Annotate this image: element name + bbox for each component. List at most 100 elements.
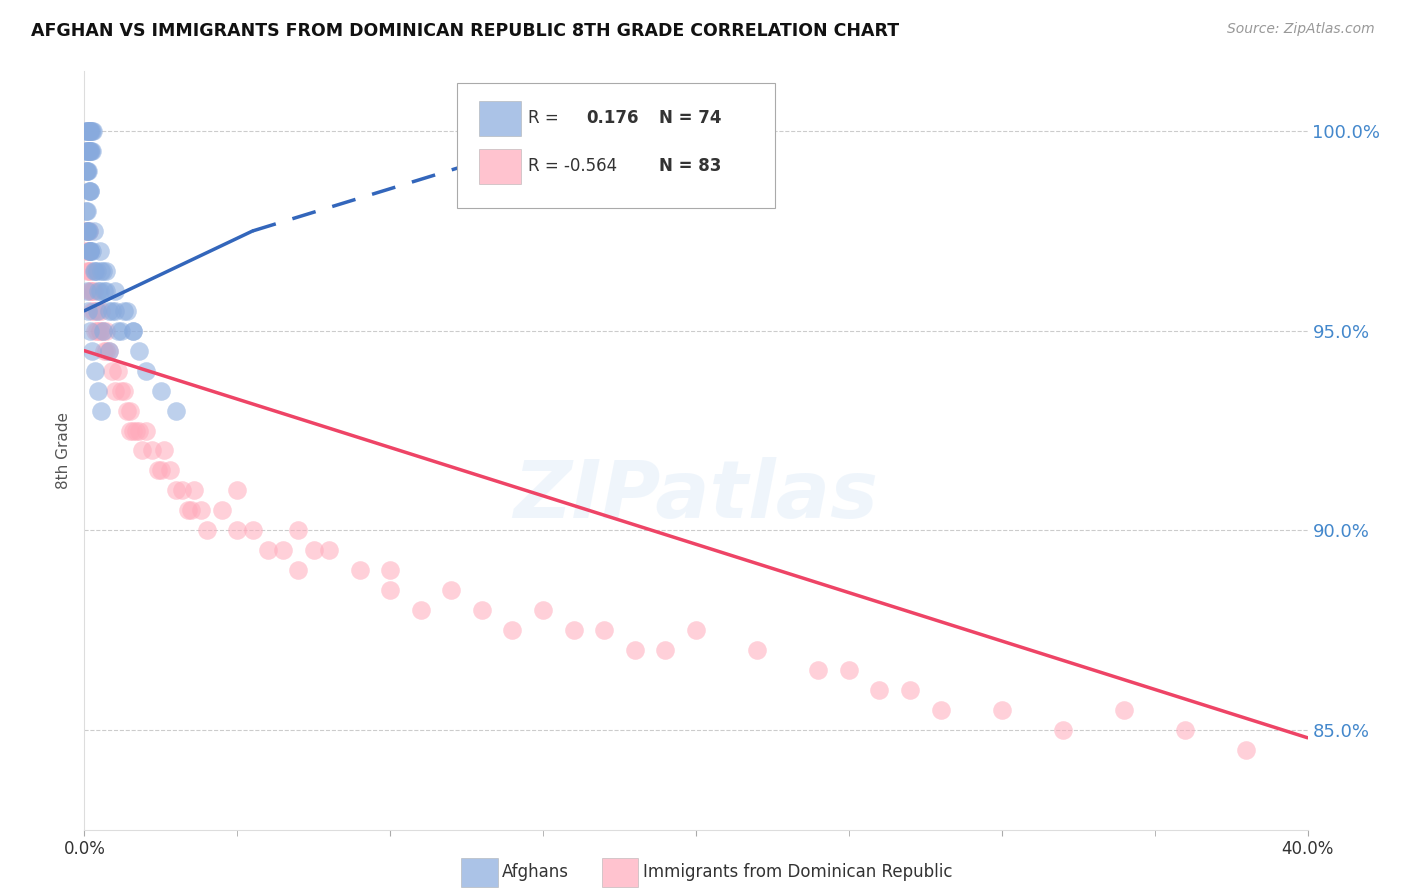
Point: [76, 124, 98, 138]
Point: [77, 144, 100, 158]
Point: [177, 503, 200, 517]
Text: N = 83: N = 83: [659, 157, 721, 175]
Point: [80, 343, 103, 358]
Point: [90, 264, 112, 278]
Point: [79, 144, 101, 158]
Point: [76, 164, 98, 178]
Point: [77, 124, 100, 138]
Point: [89, 324, 111, 338]
Point: [287, 523, 309, 537]
Point: [77, 184, 100, 198]
Point: [80, 144, 103, 158]
Point: [101, 364, 124, 378]
Point: [122, 324, 145, 338]
Point: [380, 563, 402, 577]
Point: [79, 124, 101, 138]
Text: R = -0.564: R = -0.564: [529, 157, 617, 175]
Point: [110, 384, 132, 398]
Point: [271, 543, 294, 558]
Point: [146, 463, 169, 477]
Point: [79, 124, 101, 138]
Point: [90, 403, 112, 417]
Point: [79, 244, 101, 258]
Point: [94, 324, 117, 338]
Point: [79, 264, 101, 278]
Point: [110, 324, 132, 338]
Point: [77, 144, 100, 158]
Point: [869, 682, 891, 697]
Point: [75, 124, 97, 138]
Point: [1236, 743, 1258, 757]
Point: [409, 603, 432, 617]
Point: [79, 244, 101, 258]
Text: AFGHAN VS IMMIGRANTS FROM DOMINICAN REPUBLIC 8TH GRADE CORRELATION CHART: AFGHAN VS IMMIGRANTS FROM DOMINICAN REPU…: [31, 22, 898, 40]
Point: [226, 523, 249, 537]
Point: [83, 224, 105, 238]
Point: [211, 503, 233, 517]
Point: [128, 424, 150, 438]
Text: Afghans: Afghans: [502, 863, 569, 881]
Point: [302, 543, 325, 558]
Point: [531, 603, 554, 617]
Point: [76, 224, 98, 238]
Point: [79, 284, 101, 298]
Point: [226, 483, 249, 498]
Point: [502, 623, 524, 637]
Point: [115, 303, 138, 318]
Text: 0.176: 0.176: [586, 109, 638, 127]
Point: [79, 244, 101, 258]
Point: [76, 144, 98, 158]
Point: [79, 324, 101, 338]
Point: [747, 643, 769, 657]
Point: [93, 284, 115, 298]
Point: [80, 303, 103, 318]
Point: [898, 682, 921, 697]
Text: Source: ZipAtlas.com: Source: ZipAtlas.com: [1227, 22, 1375, 37]
Point: [80, 144, 103, 158]
Point: [122, 424, 145, 438]
Point: [89, 244, 111, 258]
Point: [84, 364, 107, 378]
Point: [79, 284, 101, 298]
Point: [149, 463, 172, 477]
Point: [75, 144, 97, 158]
Point: [97, 343, 120, 358]
Point: [93, 343, 115, 358]
Point: [165, 483, 187, 498]
Point: [125, 424, 148, 438]
Point: [89, 324, 111, 338]
Point: [195, 523, 218, 537]
Point: [76, 284, 98, 298]
Point: [287, 563, 309, 577]
Point: [87, 303, 110, 318]
Point: [83, 264, 105, 278]
Point: [75, 164, 97, 178]
Point: [153, 443, 176, 458]
Point: [84, 324, 107, 338]
Point: [84, 264, 107, 278]
Point: [593, 623, 616, 637]
Point: [107, 364, 129, 378]
Point: [120, 403, 142, 417]
Point: [80, 244, 103, 258]
Point: [86, 303, 108, 318]
Point: [115, 403, 138, 417]
Point: [190, 503, 212, 517]
Point: [77, 303, 100, 318]
Point: [929, 703, 952, 717]
Point: [80, 284, 103, 298]
Point: [471, 603, 494, 617]
Point: [91, 324, 114, 338]
Point: [76, 204, 98, 219]
Point: [75, 224, 97, 238]
Point: [77, 164, 100, 178]
Text: R =: R =: [529, 109, 560, 127]
Point: [94, 343, 117, 358]
Point: [380, 583, 402, 598]
Point: [91, 324, 114, 338]
Point: [112, 303, 135, 318]
FancyBboxPatch shape: [479, 150, 522, 185]
Point: [76, 164, 98, 178]
Point: [1174, 723, 1197, 737]
Point: [685, 623, 707, 637]
